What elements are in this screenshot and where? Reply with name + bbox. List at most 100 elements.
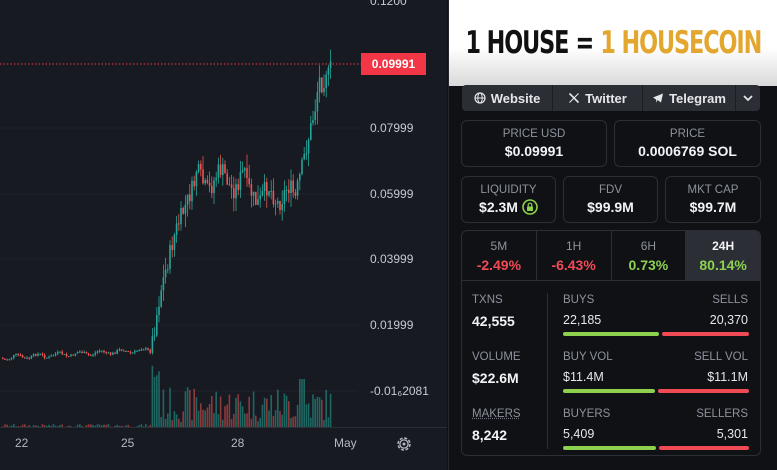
volume-bar: [118, 425, 121, 427]
volume-bar: [52, 424, 55, 427]
banner-text: 1 HOUSE = 1 HOUSECOIN: [466, 25, 763, 61]
price-chart-panel[interactable]: 0.1200 0.09991 0.07999 0.05999 0.03999 0…: [0, 0, 447, 470]
volume-bar: [68, 425, 70, 427]
volume-bar: [283, 393, 286, 427]
volume-bar: [248, 396, 250, 427]
volume-bar: [312, 394, 314, 427]
candle-body: [101, 350, 103, 352]
candle-body: [90, 355, 92, 357]
candle-body: [138, 350, 140, 352]
token-banner: 1 HOUSE = 1 HOUSECOIN: [449, 0, 777, 86]
volume-bar: [303, 379, 305, 427]
candlestick-chart[interactable]: [0, 0, 447, 470]
volume-bar: [307, 403, 310, 427]
volume-label: VOLUME: [472, 351, 521, 363]
sell-vol-ratio-bar: [658, 389, 749, 393]
candle-body: [323, 88, 325, 93]
volume-bar: [259, 417, 261, 427]
current-price-badge: 0.09991: [361, 53, 426, 75]
volume-bar: [274, 410, 277, 427]
volume-bar: [244, 413, 246, 427]
candle-body: [180, 208, 182, 225]
candle-body: [15, 354, 17, 356]
volume-bar: [294, 416, 297, 427]
website-button[interactable]: Website: [462, 85, 553, 111]
candle-body: [105, 352, 107, 354]
candle-body: [50, 355, 52, 357]
volume-bar: [230, 419, 233, 427]
candle-body: [237, 184, 239, 190]
buy-vol-value: $11.4M: [563, 370, 604, 384]
liquidity-value: $2.3M: [479, 199, 518, 215]
volume-bar: [171, 420, 173, 427]
buyers-ratio-bar: [563, 446, 656, 450]
lock-icon[interactable]: [522, 199, 538, 215]
volume-bar: [94, 425, 96, 427]
fdv-value: $99.9M: [587, 199, 634, 215]
tab-24h[interactable]: 24H 80.14%: [686, 231, 760, 280]
tab-24h-label: 24H: [712, 238, 735, 253]
volume-bar: [37, 425, 39, 427]
tab-1h[interactable]: 1H -6.43%: [537, 231, 612, 280]
volume-bar: [250, 418, 253, 427]
volume-bar: [327, 417, 330, 427]
volume-bar: [101, 425, 103, 427]
volume-bar: [281, 414, 283, 427]
volume-bar: [180, 421, 182, 427]
volume-bar: [151, 365, 154, 427]
tab-5m[interactable]: 5M -2.49%: [462, 231, 537, 280]
candle-body: [184, 204, 187, 214]
volume-bar: [204, 410, 206, 427]
volume-value: $22.6M: [472, 370, 519, 386]
volume-bar: [8, 426, 11, 427]
candle-body: [206, 179, 209, 183]
volume-bar: [15, 426, 17, 427]
tab-6h[interactable]: 6H 0.73%: [612, 231, 687, 280]
x-label-25: 25: [121, 436, 135, 450]
candle-body: [211, 185, 213, 194]
sellers-value: 5,301: [716, 427, 748, 441]
candle-body: [189, 194, 191, 202]
candle-body: [208, 182, 211, 186]
candle-body: [259, 195, 261, 200]
candle-body: [4, 358, 6, 360]
volume-bar: [184, 391, 187, 427]
volume-bar: [195, 397, 198, 427]
candle-body: [213, 180, 215, 194]
volume-bar: [301, 379, 303, 427]
volume-bar: [149, 424, 151, 427]
volume-bar: [19, 426, 22, 427]
candle-body: [274, 203, 277, 205]
candle-body: [72, 354, 74, 356]
candle-body: [182, 208, 184, 214]
gear-icon[interactable]: [395, 435, 413, 453]
candle-body: [13, 354, 15, 358]
twitter-button[interactable]: Twitter: [553, 85, 643, 111]
volume-bar: [50, 425, 52, 427]
volume-bar: [206, 407, 209, 427]
volume-bar: [189, 390, 191, 427]
more-links-button[interactable]: [736, 85, 760, 111]
candle-body: [283, 190, 286, 205]
telegram-button[interactable]: Telegram: [643, 85, 736, 111]
candle-body: [92, 354, 94, 356]
candle-body: [288, 189, 290, 194]
candle-body: [281, 204, 283, 211]
candle-body: [129, 351, 132, 353]
telegram-icon: [653, 93, 664, 103]
volume-bar: [158, 371, 160, 427]
candle-body: [204, 179, 206, 184]
candle-body: [277, 200, 279, 204]
x-axis-line: [0, 427, 447, 428]
candle-body: [43, 354, 46, 359]
tab-1h-change: -6.43%: [551, 256, 596, 273]
volume-bar: [103, 424, 105, 427]
candle-body: [114, 352, 116, 354]
price-level-1: 0.07999: [370, 121, 414, 135]
volume-bar: [237, 394, 239, 427]
candle-body: [74, 353, 77, 356]
volume-bar: [208, 403, 211, 427]
volume-bar: [59, 424, 61, 427]
candle-body: [219, 164, 222, 176]
